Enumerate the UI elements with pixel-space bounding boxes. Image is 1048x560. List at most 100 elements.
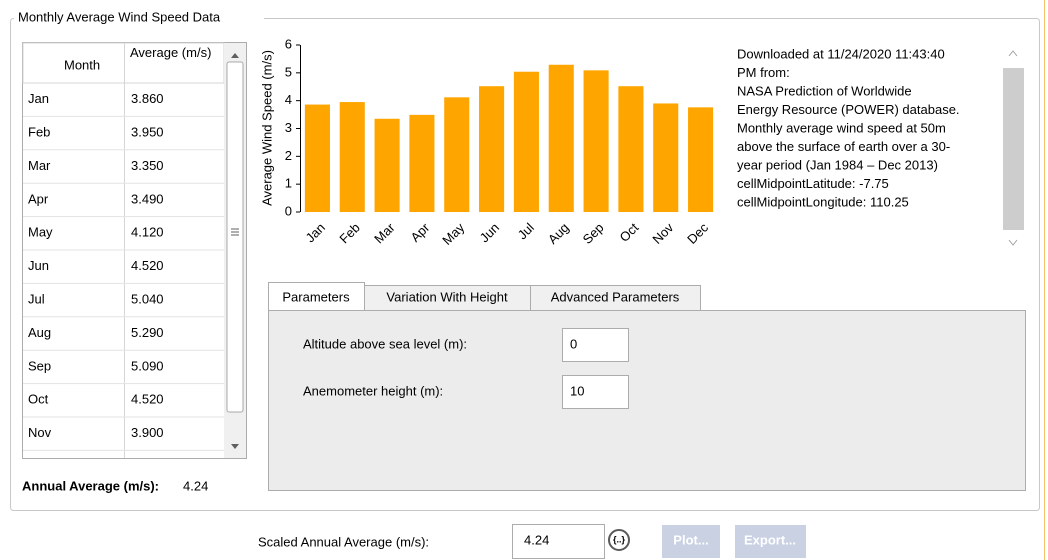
- bar: [339, 102, 365, 212]
- month-cell: Jan: [28, 91, 49, 106]
- info-line: NASA Prediction of Worldwide: [737, 83, 912, 98]
- tab-label: Parameters: [282, 289, 350, 304]
- y-tick-label: 6: [285, 36, 292, 51]
- y-tick-label: 1: [285, 176, 292, 191]
- tab[interactable]: [268, 282, 365, 311]
- month-cell: Aug: [28, 325, 51, 340]
- month-cell: Mar: [28, 158, 51, 173]
- bar: [374, 118, 400, 212]
- x-tick-label: Nov: [649, 220, 676, 247]
- month-cell: Sep: [28, 358, 51, 373]
- x-tick-label: Apr: [408, 219, 433, 244]
- bar: [409, 114, 435, 212]
- header-average: Average (m/s): [130, 45, 212, 60]
- field-value: 10: [570, 383, 584, 398]
- x-tick-label: Oct: [617, 220, 642, 245]
- button-label: Export...: [744, 532, 796, 547]
- bar: [479, 86, 505, 212]
- tab-panel: [268, 310, 1026, 491]
- bar: [583, 70, 609, 212]
- month-cell: Jun: [28, 258, 49, 273]
- average-cell: 5.290: [131, 325, 164, 340]
- y-tick-label: 4: [285, 92, 292, 107]
- average-cell: 4.520: [131, 258, 164, 273]
- scroll-up[interactable]: [231, 53, 239, 58]
- tab-label: Variation With Height: [386, 289, 508, 304]
- plot-button[interactable]: [662, 525, 720, 558]
- average-cell: 5.040: [131, 292, 164, 307]
- x-tick-label: Mar: [371, 219, 398, 246]
- field-value: 0: [570, 336, 577, 351]
- x-tick-label: Jun: [477, 220, 502, 245]
- average-cell: 4.520: [131, 392, 164, 407]
- info-line: year period (Jan 1984 – Dec 2013): [737, 157, 938, 172]
- x-tick-label: Feb: [336, 220, 362, 246]
- y-tick-label: 2: [285, 148, 292, 163]
- export-button[interactable]: [735, 525, 806, 558]
- field-input[interactable]: [562, 375, 629, 409]
- field-label: Altitude above sea level (m):: [303, 336, 467, 351]
- field-input[interactable]: [562, 328, 629, 362]
- y-tick-label: 5: [285, 64, 292, 79]
- average-cell: 5.090: [131, 358, 164, 373]
- average-cell: 4.120: [131, 225, 164, 240]
- header-month: Month: [64, 57, 100, 72]
- field-label: Anemometer height (m):: [303, 383, 443, 398]
- thumb-grip: [231, 228, 239, 236]
- info-line: Energy Resource (POWER) database.: [737, 102, 960, 117]
- info-scroll-thumb[interactable]: [1003, 68, 1024, 230]
- month-cell: May: [28, 225, 53, 240]
- scaled-input[interactable]: [512, 524, 605, 559]
- month-cell: Feb: [28, 125, 50, 140]
- info-line: PM from:: [737, 65, 790, 80]
- scroll-down[interactable]: [231, 444, 239, 449]
- button-label: Plot...: [673, 532, 708, 547]
- group-box: [10, 18, 1040, 511]
- group-title: Monthly Average Wind Speed Data: [18, 9, 221, 24]
- bar: [688, 107, 714, 212]
- bar: [304, 104, 330, 212]
- scaled-value: 4.24: [524, 532, 549, 547]
- x-tick-label: May: [439, 220, 467, 248]
- average-cell: 3.490: [131, 191, 164, 206]
- info-line: above the surface of earth over a 30-: [737, 139, 950, 154]
- info-scroll-down[interactable]: [1008, 239, 1018, 246]
- annual-average-label: Annual Average (m/s):: [22, 478, 159, 493]
- scroll-thumb[interactable]: [226, 61, 244, 413]
- header-average-wrap: Average (m/s): [130, 45, 212, 60]
- x-tick-label: Jan: [303, 220, 328, 245]
- icon-button[interactable]: [608, 529, 630, 551]
- y-tick-label: 3: [285, 120, 292, 135]
- info-line: Monthly average wind speed at 50m: [737, 120, 946, 135]
- scaled-label: Scaled Annual Average (m/s):: [258, 534, 429, 549]
- tab-label: Advanced Parameters: [551, 289, 680, 304]
- average-cell: 3.900: [131, 425, 164, 440]
- x-tick-label: Aug: [545, 220, 572, 247]
- x-tick-label: Sep: [580, 220, 607, 247]
- bar: [548, 64, 574, 213]
- y-axis-label: Average Wind Speed (m/s): [259, 50, 274, 206]
- y-tick-label: 0: [285, 203, 292, 218]
- info-line: cellMidpointLongitude: 110.25: [737, 194, 909, 209]
- month-cell: Nov: [28, 425, 52, 440]
- month-cell: Apr: [28, 191, 49, 206]
- x-tick-label: Dec: [684, 220, 711, 247]
- info-scroll-up[interactable]: [1008, 50, 1018, 57]
- average-cell: 3.860: [131, 91, 164, 106]
- table-header: [22, 42, 225, 84]
- annual-average-value: 4.24: [183, 478, 208, 493]
- month-cell: Jul: [28, 292, 45, 307]
- tab[interactable]: [530, 285, 701, 311]
- month-cell: Oct: [28, 392, 49, 407]
- icon-label: {..}: [613, 534, 626, 544]
- group-title-bg: [14, 10, 264, 26]
- x-tick-label: Jul: [515, 220, 537, 242]
- bar: [653, 103, 679, 212]
- bar: [618, 86, 644, 212]
- average-cell: 3.350: [131, 158, 164, 173]
- info-line: Downloaded at 11/24/2020 11:43:40: [737, 46, 945, 61]
- bar: [444, 97, 470, 212]
- bar: [513, 71, 539, 212]
- average-cell: 3.950: [131, 125, 164, 140]
